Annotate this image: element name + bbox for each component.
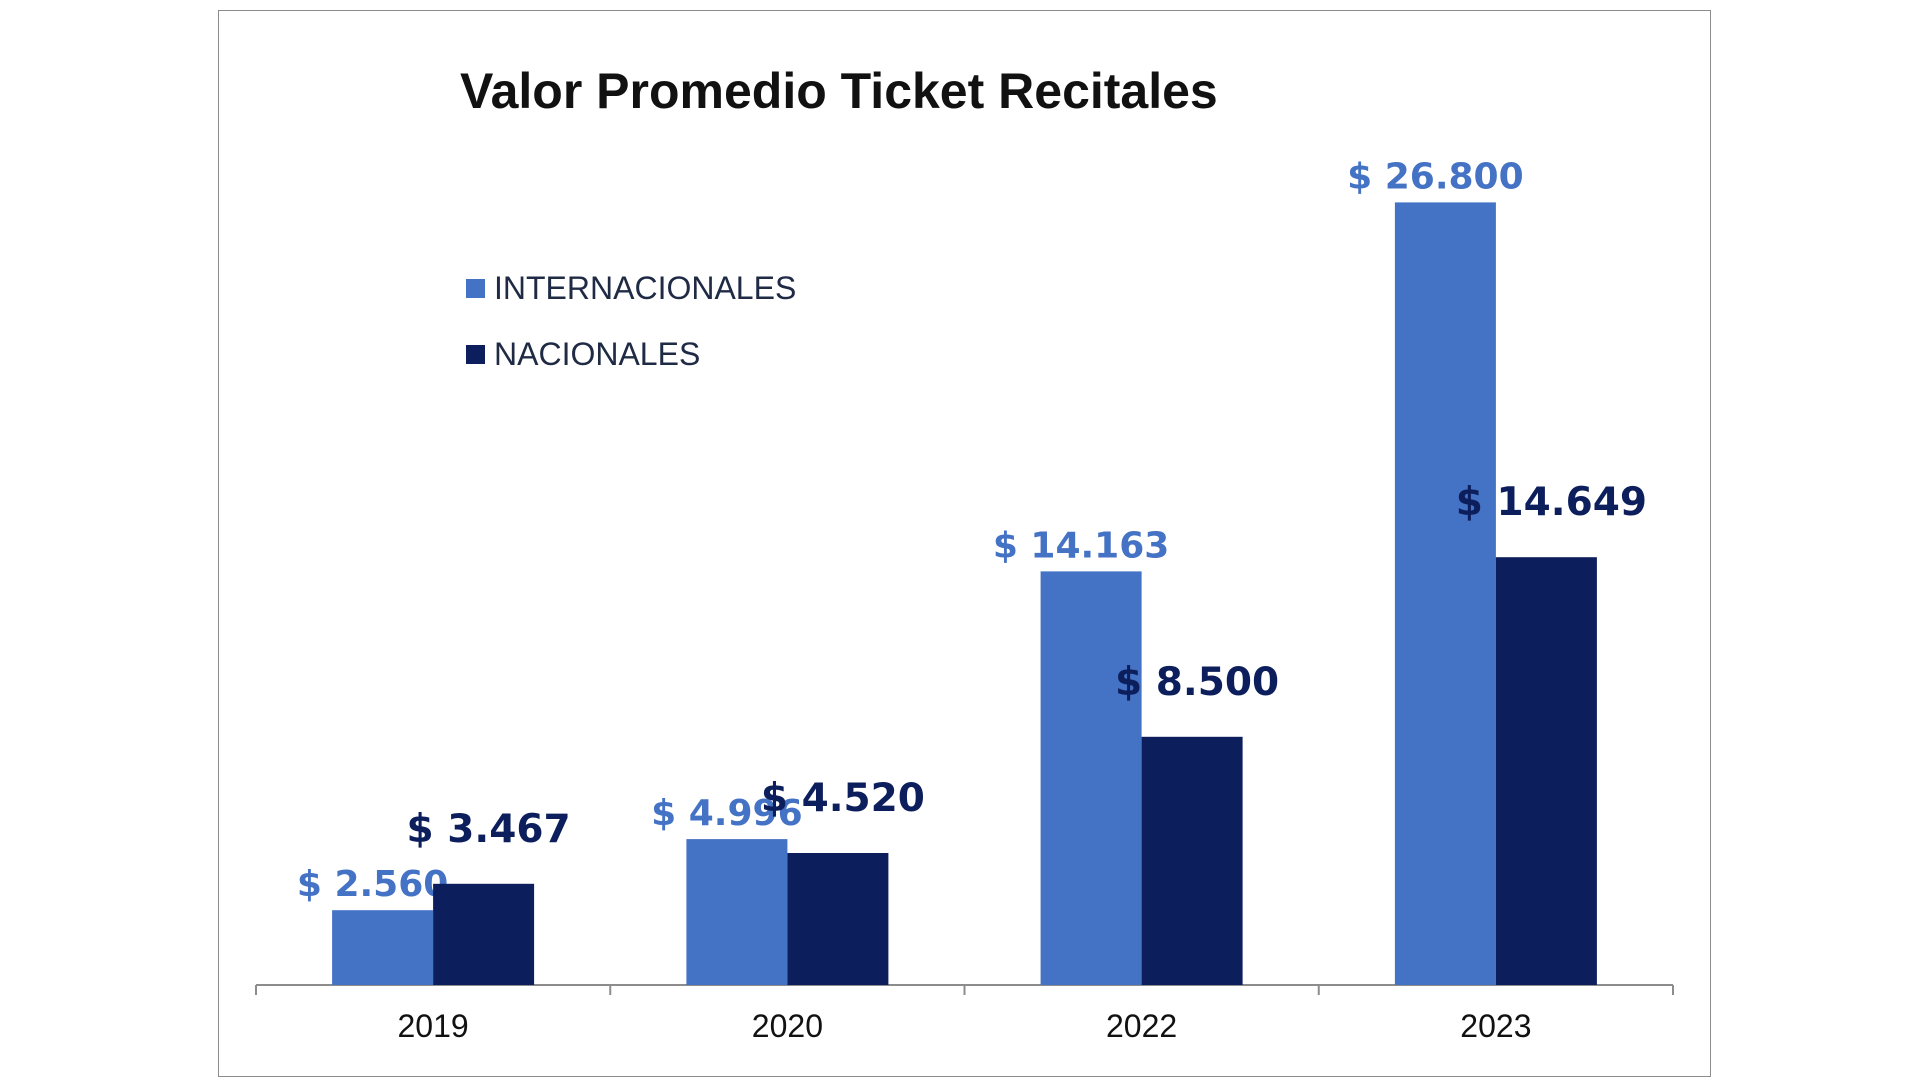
x-tick-label-2022: 2022 (1106, 1008, 1177, 1044)
legend-label-internacionales: INTERNACIONALES (494, 270, 797, 306)
data-label-internacionales-2019: $ 2.560 (297, 864, 448, 905)
bar-internacionales-2022 (1040, 571, 1142, 985)
legend-swatch-nacionales (466, 345, 485, 364)
bar-nacionales-2023 (1495, 557, 1597, 985)
bar-internacionales-2020 (686, 839, 788, 985)
legend-item-nacionales: NACIONALES (466, 336, 700, 373)
data-label-nacionales-2022: $ 8.500 (1115, 660, 1279, 705)
bar-internacionales-2019 (332, 910, 434, 985)
data-label-nacionales-2023: $ 14.649 (1456, 480, 1647, 525)
data-label-internacionales-2022: $ 14.163 (993, 525, 1170, 566)
bar-internacionales-2023 (1394, 202, 1496, 985)
bar-nacionales-2019 (433, 883, 535, 985)
data-label-internacionales-2023: $ 26.800 (1347, 156, 1524, 197)
x-tick-label-2020: 2020 (752, 1008, 823, 1044)
bar-nacionales-2022 (1141, 736, 1243, 985)
legend-swatch-internacionales (466, 279, 485, 298)
legend-label-nacionales: NACIONALES (494, 336, 701, 372)
x-tick-label-2019: 2019 (398, 1008, 469, 1044)
bar-nacionales-2020 (787, 853, 889, 985)
data-label-internacionales-2020: $ 4.996 (651, 793, 802, 834)
legend-item-internacionales: INTERNACIONALES (466, 270, 796, 307)
chart-title: Valor Promedio Ticket Recitales (460, 63, 1218, 119)
x-tick-label-2023: 2023 (1460, 1008, 1531, 1044)
data-label-nacionales-2020: $ 4.520 (761, 776, 925, 821)
data-label-nacionales-2019: $ 3.467 (407, 807, 571, 852)
